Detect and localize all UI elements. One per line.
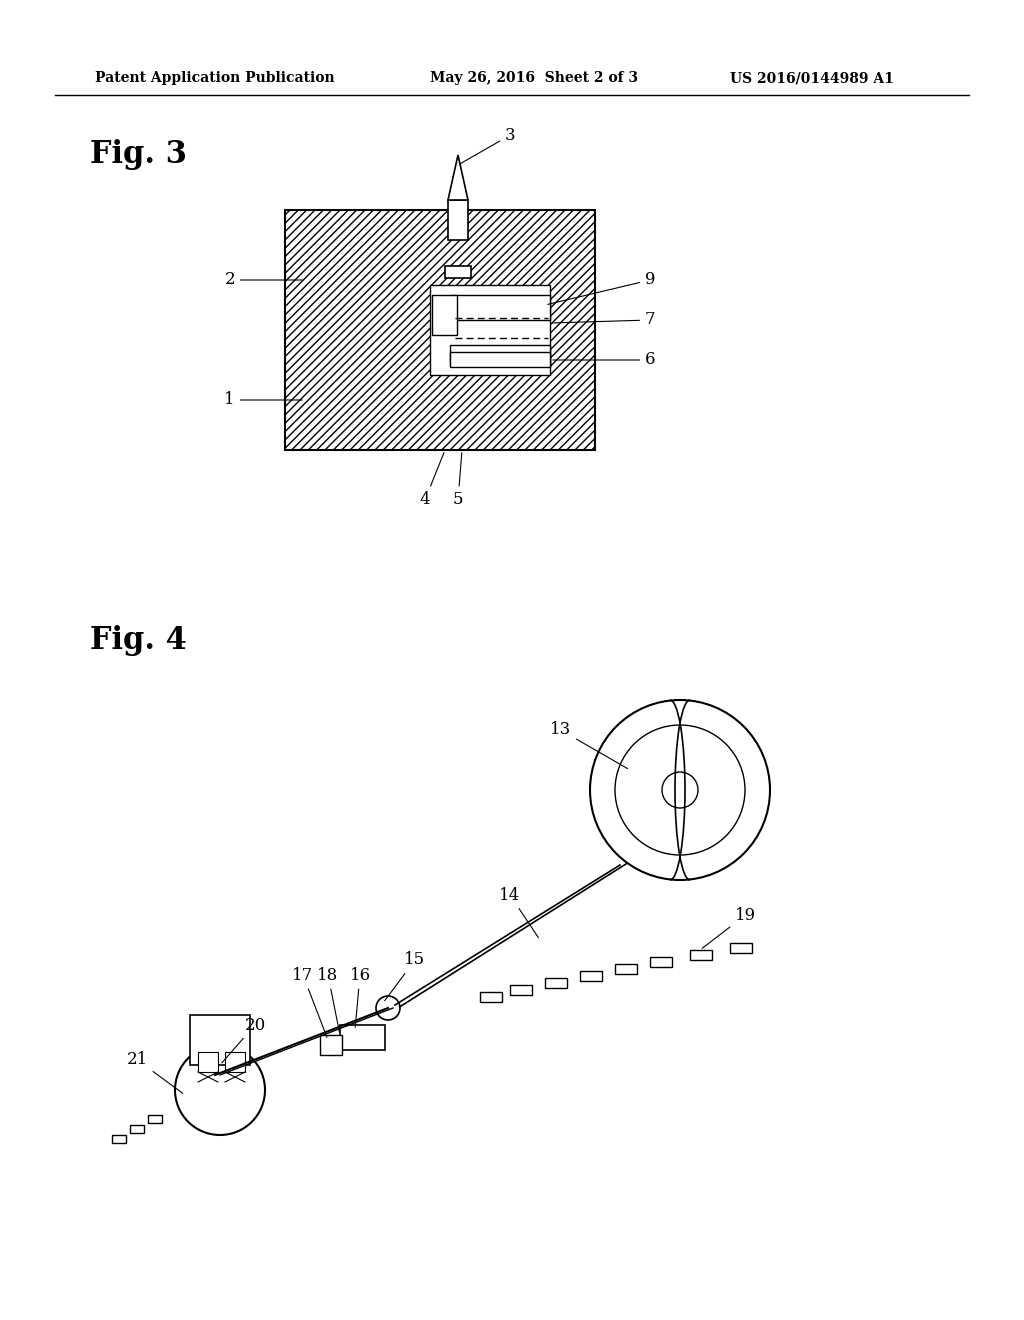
- Bar: [450, 345, 550, 366]
- Text: May 26, 2016  Sheet 2 of 3: May 26, 2016 Sheet 2 of 3: [430, 71, 638, 84]
- Bar: [198, 1052, 218, 1072]
- Bar: [730, 942, 752, 953]
- Bar: [449, 201, 468, 240]
- Bar: [580, 972, 602, 981]
- Text: 18: 18: [317, 966, 339, 1032]
- Text: 16: 16: [349, 966, 371, 1027]
- Bar: [319, 1035, 342, 1055]
- Bar: [432, 294, 457, 335]
- Bar: [450, 352, 550, 367]
- Text: 15: 15: [385, 952, 426, 1001]
- Text: 21: 21: [127, 1052, 182, 1093]
- Bar: [190, 1015, 250, 1065]
- Bar: [510, 985, 532, 995]
- Text: 2: 2: [224, 272, 302, 289]
- Text: 6: 6: [553, 351, 655, 368]
- Text: 5: 5: [453, 453, 463, 508]
- Polygon shape: [449, 154, 468, 201]
- Bar: [615, 964, 637, 974]
- Bar: [650, 957, 672, 968]
- Bar: [545, 978, 567, 987]
- Bar: [130, 1125, 144, 1133]
- Bar: [430, 285, 550, 375]
- Text: 4: 4: [420, 453, 444, 508]
- Text: Patent Application Publication: Patent Application Publication: [95, 71, 335, 84]
- Bar: [112, 1135, 126, 1143]
- Bar: [480, 993, 502, 1002]
- Text: Fig. 3: Fig. 3: [90, 140, 187, 170]
- Bar: [450, 294, 550, 319]
- Text: 17: 17: [293, 966, 327, 1038]
- Bar: [285, 210, 595, 450]
- Bar: [225, 1052, 245, 1072]
- Bar: [690, 950, 712, 960]
- Text: Fig. 4: Fig. 4: [90, 624, 186, 656]
- Text: 9: 9: [548, 272, 655, 305]
- Bar: [148, 1115, 162, 1123]
- Text: 14: 14: [500, 887, 539, 937]
- Text: US 2016/0144989 A1: US 2016/0144989 A1: [730, 71, 894, 84]
- Text: 1: 1: [224, 392, 302, 408]
- Text: 19: 19: [702, 907, 756, 948]
- Bar: [445, 267, 471, 279]
- Text: 20: 20: [222, 1016, 265, 1063]
- Text: 3: 3: [461, 127, 516, 164]
- Text: 13: 13: [550, 722, 628, 768]
- Text: 7: 7: [553, 312, 655, 329]
- Bar: [340, 1026, 385, 1049]
